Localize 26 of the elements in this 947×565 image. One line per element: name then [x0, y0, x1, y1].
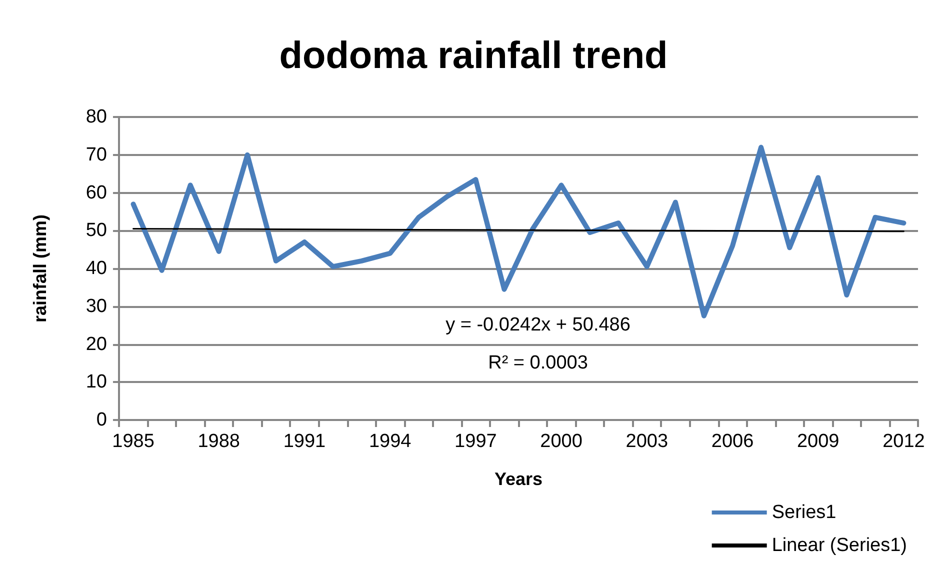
x-tick-label: 1985: [112, 431, 154, 452]
annotation: R² = 0.0003: [488, 352, 588, 374]
y-tick-label: 80: [86, 106, 107, 128]
legend-label: Linear (Series1): [772, 535, 907, 556]
annotation: y = -0.0242x + 50.486: [446, 314, 630, 336]
x-tick-label: 2009: [796, 431, 840, 452]
x-tick-label: 1988: [198, 431, 240, 452]
x-tick-label: 2012: [882, 431, 925, 452]
y-tick-label: 10: [86, 372, 107, 393]
chart-title: dodoma rainfall trend: [279, 35, 668, 77]
legend-label: Series1: [772, 502, 836, 523]
x-tick-label: 2006: [711, 431, 754, 452]
y-tick-label: 70: [86, 144, 107, 166]
y-axis-title: rainfall (mm): [30, 214, 50, 323]
y-tick-label: 50: [86, 220, 107, 242]
x-tick-label: 1997: [454, 431, 497, 452]
y-tick-label: 60: [86, 182, 107, 204]
y-tick-label: 40: [86, 258, 107, 279]
y-tick-label: 20: [86, 334, 107, 355]
x-tick-label: 1991: [283, 431, 326, 452]
y-tick-label: 30: [86, 296, 107, 317]
y-tick-label: 0: [96, 410, 107, 430]
x-axis-title: Years: [494, 469, 543, 489]
x-tick-label: 2003: [626, 431, 668, 452]
x-tick-label: 1994: [368, 431, 412, 452]
x-tick-label: 2000: [540, 431, 582, 452]
